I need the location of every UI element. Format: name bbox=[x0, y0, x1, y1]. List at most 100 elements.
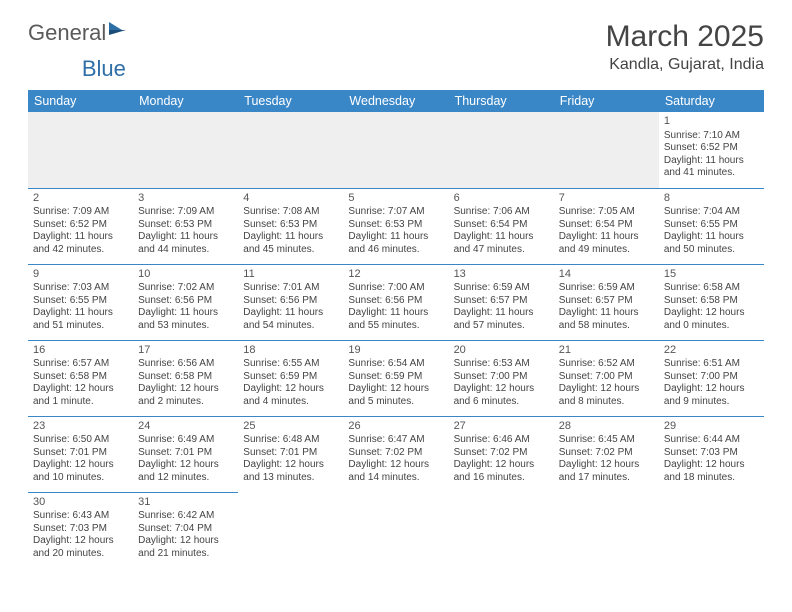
sunset: Sunset: 6:53 PM bbox=[243, 219, 338, 232]
calendar-cell: 11Sunrise: 7:01 AMSunset: 6:56 PMDayligh… bbox=[238, 264, 343, 340]
sunset: Sunset: 7:00 PM bbox=[559, 371, 654, 384]
calendar-cell bbox=[449, 112, 554, 188]
day-number: 1 bbox=[664, 115, 759, 129]
sunrise: Sunrise: 7:09 AM bbox=[138, 206, 233, 219]
daylight: Daylight: 12 hours and 13 minutes. bbox=[243, 459, 338, 484]
daylight: Daylight: 12 hours and 6 minutes. bbox=[454, 383, 549, 408]
day-number: 22 bbox=[664, 344, 759, 358]
sunset: Sunset: 7:03 PM bbox=[33, 523, 128, 536]
calendar-cell: 26Sunrise: 6:47 AMSunset: 7:02 PMDayligh… bbox=[343, 416, 448, 492]
sunset: Sunset: 6:55 PM bbox=[33, 295, 128, 308]
calendar-row: 2Sunrise: 7:09 AMSunset: 6:52 PMDaylight… bbox=[28, 188, 764, 264]
day-number: 13 bbox=[454, 268, 549, 282]
location: Kandla, Gujarat, India bbox=[606, 56, 764, 74]
sunset: Sunset: 6:58 PM bbox=[664, 295, 759, 308]
sunrise: Sunrise: 7:07 AM bbox=[348, 206, 443, 219]
sunset: Sunset: 6:53 PM bbox=[348, 219, 443, 232]
sunset: Sunset: 7:01 PM bbox=[243, 447, 338, 460]
day-number: 31 bbox=[138, 496, 233, 510]
day-number: 27 bbox=[454, 420, 549, 434]
daylight: Daylight: 11 hours and 49 minutes. bbox=[559, 231, 654, 256]
sunset: Sunset: 6:58 PM bbox=[33, 371, 128, 384]
calendar-cell: 23Sunrise: 6:50 AMSunset: 7:01 PMDayligh… bbox=[28, 416, 133, 492]
day-number: 5 bbox=[348, 192, 443, 206]
sunrise: Sunrise: 7:00 AM bbox=[348, 282, 443, 295]
calendar-cell bbox=[28, 112, 133, 188]
calendar-cell: 1Sunrise: 7:10 AMSunset: 6:52 PMDaylight… bbox=[659, 112, 764, 188]
calendar-cell: 5Sunrise: 7:07 AMSunset: 6:53 PMDaylight… bbox=[343, 188, 448, 264]
daylight: Daylight: 12 hours and 17 minutes. bbox=[559, 459, 654, 484]
sunrise: Sunrise: 6:44 AM bbox=[664, 434, 759, 447]
col-thursday: Thursday bbox=[449, 90, 554, 112]
calendar-cell: 10Sunrise: 7:02 AMSunset: 6:56 PMDayligh… bbox=[133, 264, 238, 340]
day-number: 24 bbox=[138, 420, 233, 434]
daylight: Daylight: 12 hours and 18 minutes. bbox=[664, 459, 759, 484]
day-number: 10 bbox=[138, 268, 233, 282]
sunrise: Sunrise: 6:55 AM bbox=[243, 358, 338, 371]
sunrise: Sunrise: 6:53 AM bbox=[454, 358, 549, 371]
daylight: Daylight: 12 hours and 14 minutes. bbox=[348, 459, 443, 484]
sunset: Sunset: 6:57 PM bbox=[559, 295, 654, 308]
sunrise: Sunrise: 7:08 AM bbox=[243, 206, 338, 219]
sunrise: Sunrise: 7:05 AM bbox=[559, 206, 654, 219]
sunrise: Sunrise: 7:09 AM bbox=[33, 206, 128, 219]
daylight: Daylight: 11 hours and 58 minutes. bbox=[559, 307, 654, 332]
col-wednesday: Wednesday bbox=[343, 90, 448, 112]
sunset: Sunset: 6:59 PM bbox=[243, 371, 338, 384]
day-number: 12 bbox=[348, 268, 443, 282]
calendar-row: 9Sunrise: 7:03 AMSunset: 6:55 PMDaylight… bbox=[28, 264, 764, 340]
calendar-cell: 19Sunrise: 6:54 AMSunset: 6:59 PMDayligh… bbox=[343, 340, 448, 416]
sunrise: Sunrise: 6:51 AM bbox=[664, 358, 759, 371]
sunrise: Sunrise: 6:48 AM bbox=[243, 434, 338, 447]
sunset: Sunset: 6:58 PM bbox=[138, 371, 233, 384]
calendar-cell: 3Sunrise: 7:09 AMSunset: 6:53 PMDaylight… bbox=[133, 188, 238, 264]
day-number: 4 bbox=[243, 192, 338, 206]
day-number: 14 bbox=[559, 268, 654, 282]
daylight: Daylight: 12 hours and 8 minutes. bbox=[559, 383, 654, 408]
daylight: Daylight: 11 hours and 46 minutes. bbox=[348, 231, 443, 256]
sunrise: Sunrise: 6:45 AM bbox=[559, 434, 654, 447]
sunset: Sunset: 7:04 PM bbox=[138, 523, 233, 536]
sunrise: Sunrise: 6:47 AM bbox=[348, 434, 443, 447]
col-saturday: Saturday bbox=[659, 90, 764, 112]
day-number: 29 bbox=[664, 420, 759, 434]
calendar-cell: 7Sunrise: 7:05 AMSunset: 6:54 PMDaylight… bbox=[554, 188, 659, 264]
daylight: Daylight: 11 hours and 42 minutes. bbox=[33, 231, 128, 256]
calendar-cell bbox=[343, 112, 448, 188]
sunrise: Sunrise: 7:10 AM bbox=[664, 130, 759, 143]
day-number: 3 bbox=[138, 192, 233, 206]
daylight: Daylight: 12 hours and 9 minutes. bbox=[664, 383, 759, 408]
sunset: Sunset: 7:02 PM bbox=[348, 447, 443, 460]
calendar-cell: 4Sunrise: 7:08 AMSunset: 6:53 PMDaylight… bbox=[238, 188, 343, 264]
daylight: Daylight: 11 hours and 47 minutes. bbox=[454, 231, 549, 256]
calendar-cell bbox=[554, 492, 659, 568]
sunset: Sunset: 6:56 PM bbox=[348, 295, 443, 308]
sunrise: Sunrise: 6:46 AM bbox=[454, 434, 549, 447]
day-number: 25 bbox=[243, 420, 338, 434]
sunrise: Sunrise: 6:52 AM bbox=[559, 358, 654, 371]
sunrise: Sunrise: 6:59 AM bbox=[559, 282, 654, 295]
day-number: 2 bbox=[33, 192, 128, 206]
calendar-cell: 14Sunrise: 6:59 AMSunset: 6:57 PMDayligh… bbox=[554, 264, 659, 340]
col-monday: Monday bbox=[133, 90, 238, 112]
sunrise: Sunrise: 7:04 AM bbox=[664, 206, 759, 219]
daylight: Daylight: 11 hours and 45 minutes. bbox=[243, 231, 338, 256]
calendar-cell: 8Sunrise: 7:04 AMSunset: 6:55 PMDaylight… bbox=[659, 188, 764, 264]
day-number: 28 bbox=[559, 420, 654, 434]
sunrise: Sunrise: 7:01 AM bbox=[243, 282, 338, 295]
logo: General bbox=[28, 20, 128, 46]
sunrise: Sunrise: 6:50 AM bbox=[33, 434, 128, 447]
day-number: 15 bbox=[664, 268, 759, 282]
day-number: 7 bbox=[559, 192, 654, 206]
day-number: 6 bbox=[454, 192, 549, 206]
sunrise: Sunrise: 6:49 AM bbox=[138, 434, 233, 447]
sunset: Sunset: 6:56 PM bbox=[243, 295, 338, 308]
sunset: Sunset: 7:00 PM bbox=[664, 371, 759, 384]
calendar-cell: 27Sunrise: 6:46 AMSunset: 7:02 PMDayligh… bbox=[449, 416, 554, 492]
sunrise: Sunrise: 7:02 AM bbox=[138, 282, 233, 295]
sunset: Sunset: 7:03 PM bbox=[664, 447, 759, 460]
daylight: Daylight: 12 hours and 0 minutes. bbox=[664, 307, 759, 332]
day-number: 19 bbox=[348, 344, 443, 358]
calendar-cell bbox=[238, 112, 343, 188]
calendar-cell bbox=[133, 112, 238, 188]
